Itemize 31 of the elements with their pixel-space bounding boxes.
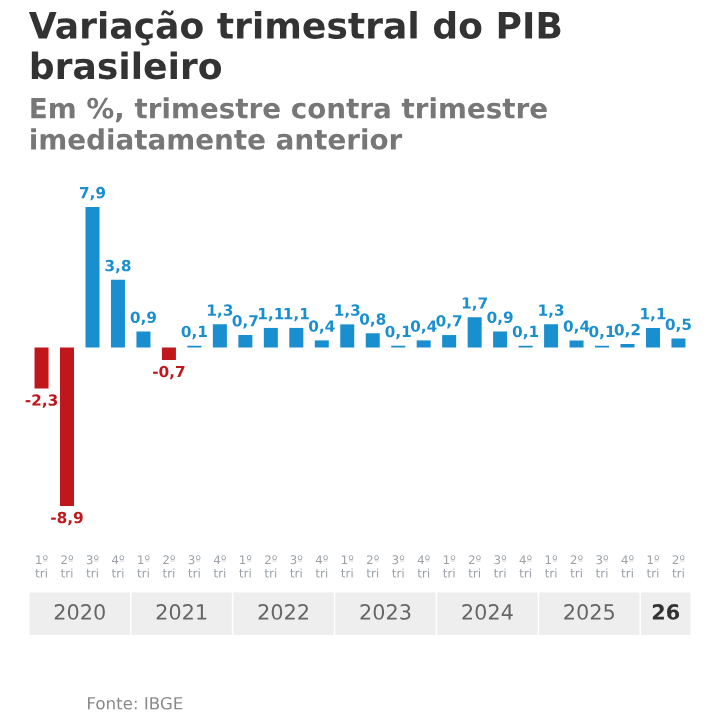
bar bbox=[365, 333, 380, 348]
text: 26 bbox=[652, 604, 680, 620]
bar bbox=[340, 324, 355, 348]
bar bbox=[314, 340, 329, 348]
text: 2023 bbox=[360, 604, 411, 620]
chart-title: Variação trimestral do PIB brasileiro bbox=[28, 10, 561, 80]
text: 2021 bbox=[156, 604, 207, 620]
source-note: Fonte: IBGE bbox=[88, 696, 183, 710]
bar bbox=[212, 324, 227, 348]
bar bbox=[85, 206, 100, 348]
bar bbox=[467, 317, 482, 348]
text: 2020 bbox=[54, 604, 105, 620]
text: 2024 bbox=[462, 604, 513, 620]
text: 2022 bbox=[258, 604, 308, 620]
bar bbox=[110, 279, 125, 348]
bar bbox=[569, 340, 584, 348]
bar bbox=[544, 324, 559, 348]
bar bbox=[671, 338, 686, 348]
bar bbox=[493, 331, 508, 348]
chart-subtitle: Em %, trimestre contra trimestre imediatamente anterior bbox=[31, 97, 547, 150]
bar bbox=[60, 347, 75, 506]
bar bbox=[136, 331, 151, 348]
text: 2025 bbox=[564, 604, 614, 620]
bar bbox=[238, 335, 253, 348]
bar bbox=[34, 347, 49, 389]
bar bbox=[645, 327, 660, 348]
bar bbox=[289, 327, 304, 348]
bar bbox=[416, 340, 431, 348]
bar bbox=[263, 327, 278, 348]
bar bbox=[161, 347, 176, 360]
bar bbox=[442, 335, 457, 348]
